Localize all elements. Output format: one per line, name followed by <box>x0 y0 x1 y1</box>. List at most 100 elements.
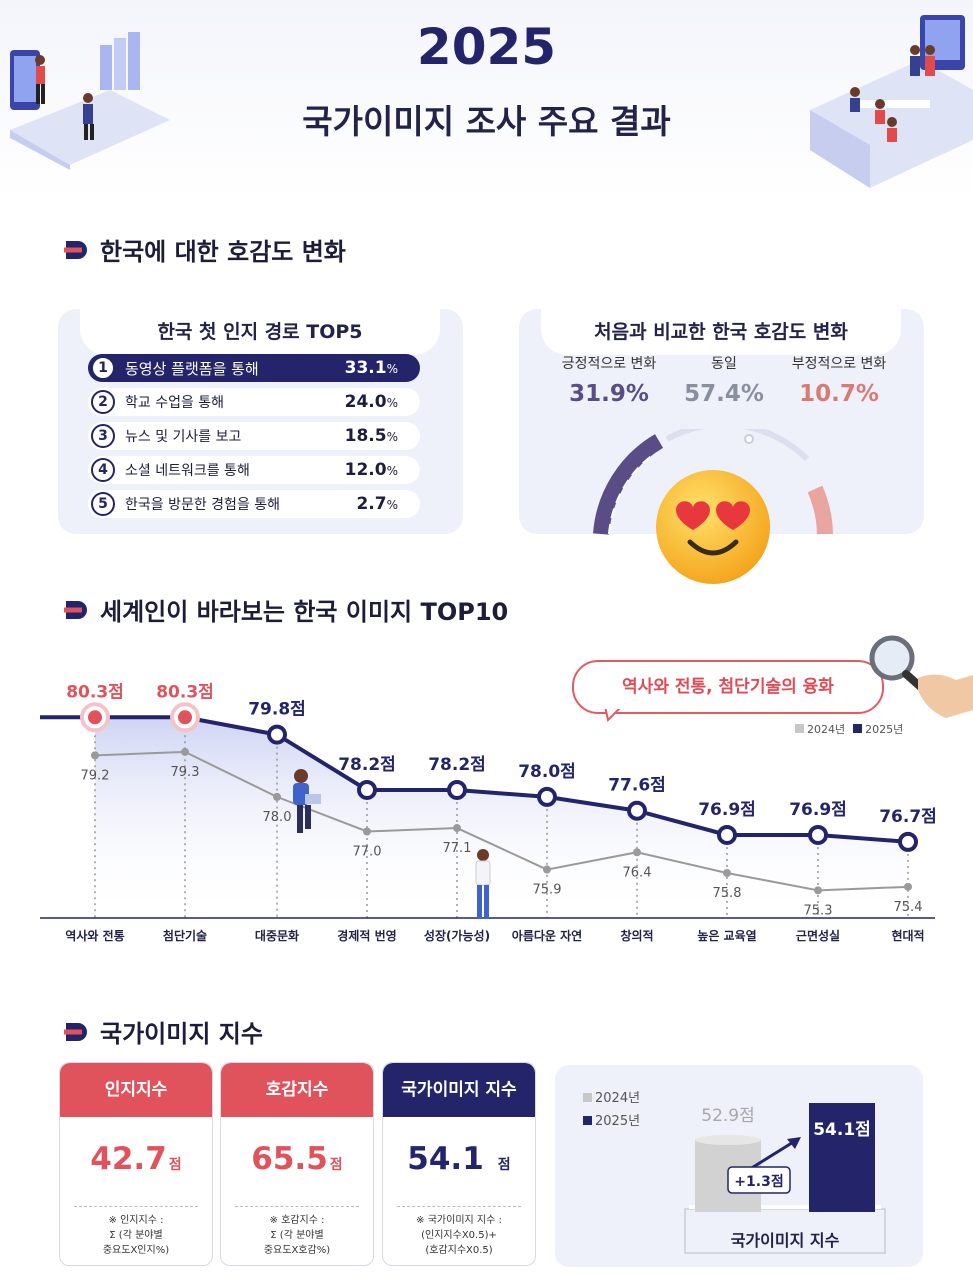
legend-item-2025: 2025년 <box>853 721 903 737</box>
category-label: 창의적 <box>620 928 653 943</box>
favor-label-same: 동일 <box>711 356 737 372</box>
index-bar-chart <box>684 1103 886 1254</box>
rank-number: 3 <box>91 424 115 448</box>
rank-number: 2 <box>91 390 115 414</box>
category-label: 첨단기술 <box>163 928 207 943</box>
hero-banner: 2025 국가이미지 조사 주요 결과 <box>0 0 973 200</box>
index-card-favorability: 호감지수 65.5 점 ※ 호감지수 :Σ (각 분야별 중요도X호감%) <box>220 1062 374 1266</box>
rank-label: 뉴스 및 기사를 보고 <box>125 429 242 445</box>
data-label-2024: 79.3 <box>171 765 200 780</box>
brand-mark-icon <box>64 1022 87 1041</box>
line-2024 <box>94 750 909 892</box>
data-label-2024: 75.8 <box>713 886 742 901</box>
line-2025 <box>95 715 909 844</box>
section-title-text: 한국에 대한 호감도 변화 <box>100 238 346 266</box>
card-title: 국가이미지 지수 <box>383 1063 535 1117</box>
arrowhead-icon <box>787 1137 801 1149</box>
favor-label-positive: 긍정적으로 변화 <box>561 356 657 372</box>
callout-tail <box>603 706 624 722</box>
office-illustration-right <box>810 15 973 188</box>
value-2024: 52.9점 <box>701 1106 755 1126</box>
favor-gauge <box>593 429 833 535</box>
brand-mark-icon <box>64 600 87 619</box>
point-2024 <box>273 792 281 801</box>
data-label-2024: 77.0 <box>353 844 382 859</box>
heart-eyes-emoji-icon <box>656 470 770 584</box>
favor-title: 처음과 비교한 한국 호감도 변화 <box>541 309 901 355</box>
category-label: 높은 교육열 <box>697 928 756 943</box>
bar-2025 <box>809 1103 875 1212</box>
data-label-2024: 78.0 <box>263 810 292 825</box>
rank-label: 학교 수업을 통해 <box>125 395 225 411</box>
rank-value: 2.7 <box>356 494 387 514</box>
magnifier-hand-icon <box>869 635 973 718</box>
data-label-2025: 79.8점 <box>248 700 306 720</box>
card-value: 65.5 <box>251 1141 328 1177</box>
card-unit: 점 <box>329 1157 343 1173</box>
category-label: 경제적 번영 <box>337 928 396 943</box>
data-label-2025: 80.3점 <box>156 682 214 702</box>
point-2025 <box>537 786 557 807</box>
data-label-2024: 79.2 <box>81 768 110 783</box>
category-label: 성장(가능성) <box>424 928 490 943</box>
point-2025 <box>808 824 828 845</box>
rank-unit: % <box>386 430 398 444</box>
point-2025 <box>267 724 287 745</box>
chart-legend: 2024년 2025년 <box>795 721 903 737</box>
favor-value-negative: 10.7% <box>799 381 879 407</box>
card-title: 호감지수 <box>221 1063 373 1117</box>
category-label: 역사와 전통 <box>65 928 124 943</box>
category-label: 대중문화 <box>255 928 299 943</box>
section-title-favorability: 한국에 대한 호감도 변화 <box>62 232 346 267</box>
rank-value: 18.5 <box>344 426 387 446</box>
point-2025 <box>357 779 377 800</box>
point-2025 <box>898 831 918 852</box>
rank-value: 12.0 <box>344 460 387 480</box>
list-item: 3 뉴스 및 기사를 보고 18.5% <box>88 422 420 450</box>
card-formula: ※ 국가이미지 지수 : (인지지수X0.5)+ (호감지수X0.5) <box>416 1215 502 1256</box>
rank-label: 한국을 방문한 경험을 통해 <box>125 497 281 513</box>
data-label-2025: 76.7점 <box>879 807 937 827</box>
card-title: 인지지수 <box>60 1063 212 1117</box>
favor-value-same: 57.4% <box>684 381 764 407</box>
rank-label: 소셜 네트워크를 통해 <box>125 463 250 479</box>
index-chart-label: 국가이미지 지수 <box>730 1231 840 1250</box>
card-value: 54.1 <box>407 1141 484 1177</box>
legend-item-2024: 2024년 <box>583 1087 640 1106</box>
point-2024 <box>723 869 731 878</box>
category-label: 아름다운 자연 <box>512 928 582 943</box>
top5-title: 한국 첫 인지 경로 TOP5 <box>80 309 440 355</box>
point-2025 <box>88 710 102 725</box>
rank-unit: % <box>386 396 398 410</box>
index-card-national-image: 국가이미지 지수 54.1 점 ※ 국가이미지 지수 : (인지지수X0.5)+ (호… <box>382 1062 536 1266</box>
data-label-2024: 76.4 <box>623 865 652 880</box>
list-item: 4 소셜 네트워크를 통해 12.0% <box>88 456 420 484</box>
list-item: 5 한국을 방문한 경험을 통해 2.7% <box>88 490 420 518</box>
point-2024 <box>363 827 371 836</box>
favor-value-positive: 31.9% <box>569 381 649 407</box>
index-legend: 2024년 2025년 <box>583 1087 640 1129</box>
section-title-text: 세계인이 바라보는 한국 이미지 TOP10 <box>100 598 509 626</box>
data-label-2025: 77.6점 <box>608 776 666 796</box>
point-2024 <box>633 848 641 857</box>
data-label-2025: 76.9점 <box>698 800 756 820</box>
rank-unit: % <box>386 362 398 376</box>
bar-2024-top <box>695 1135 761 1145</box>
diff-value: +1.3점 <box>734 1174 784 1190</box>
list-item: 1 동영상 플랫폼을 통해 33.1% <box>88 354 420 382</box>
legend-item-2024: 2024년 <box>795 721 845 737</box>
index-card-awareness: 인지지수 42.7 점 ※ 인지지수 :Σ (각 분야별 중요도X인지%) <box>59 1062 213 1266</box>
section-title-index: 국가이미지 지수 <box>62 1014 263 1049</box>
rank-unit: % <box>386 498 398 512</box>
top10-line-chart: 80.3점 80.3점 79.8점 78.2점 78.2점 78.0점 77.6점 76.9점… <box>40 682 937 943</box>
card-formula: ※ 호감지수 :Σ (각 분야별 중요도X호감%) <box>263 1215 331 1256</box>
category-label: 근면성실 <box>796 928 840 943</box>
rank-number: 4 <box>91 458 115 482</box>
brand-mark-icon <box>64 240 87 259</box>
data-label-2025: 76.9점 <box>789 800 847 820</box>
rank-label: 동영상 플랫폼을 통해 <box>125 359 259 378</box>
person-laptop-icon <box>293 769 321 833</box>
rank-value: 24.0 <box>344 392 387 412</box>
data-label-2025: 78.2점 <box>428 755 486 775</box>
point-2025 <box>447 779 467 800</box>
